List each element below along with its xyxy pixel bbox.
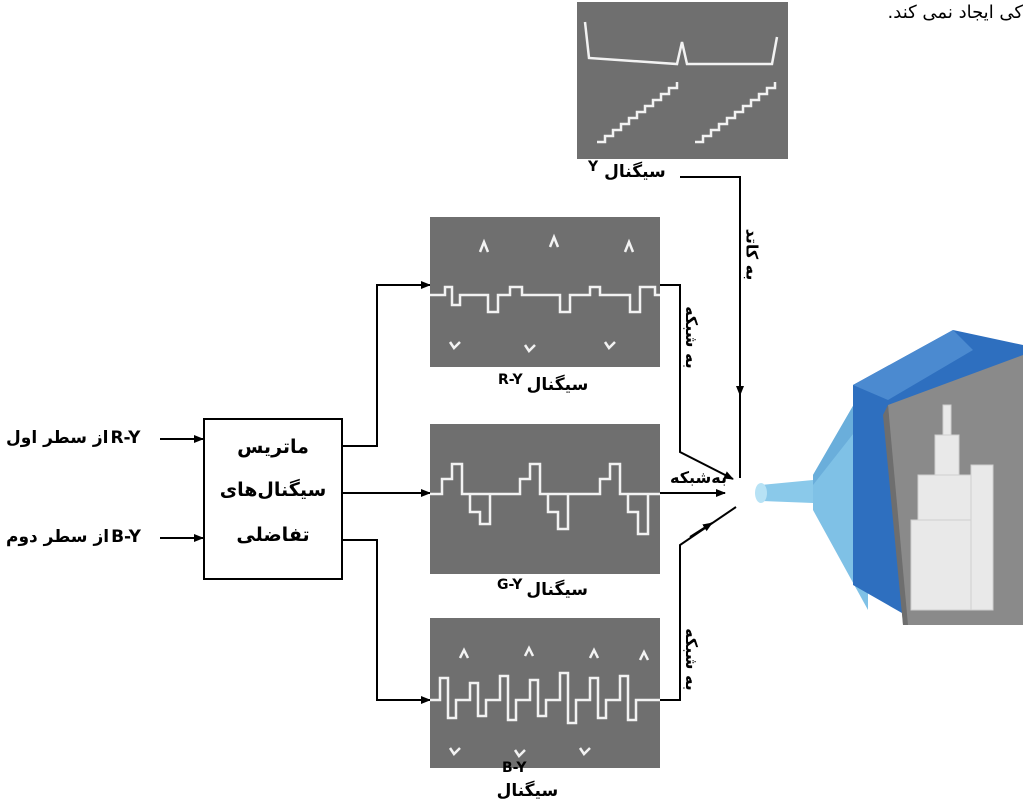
label-signal-y: Y سیگنال	[588, 159, 666, 182]
crt-building-image	[910, 404, 994, 611]
crt-neck	[761, 480, 813, 503]
label-to-grid-top: به شبکه	[681, 306, 701, 369]
matrix-to-ry	[341, 281, 431, 447]
crt-neck-tip	[755, 483, 767, 503]
label-signal-by: B-Yسیگنال	[496, 760, 559, 801]
matrix-box: ماتریس سیگنال‌های تفاضلی	[203, 418, 343, 580]
matrix-line-3: تفاضلی	[236, 524, 310, 546]
by-arrow	[689, 522, 713, 538]
scope-by	[430, 618, 660, 768]
input-label-by: از سطر دوم B-Y	[6, 527, 141, 547]
label-signal-ry: R-Y سیگنال	[498, 372, 589, 395]
label-to-grid-bottom: به شبکه	[681, 628, 701, 691]
label-to-grid-middle: به‌شبکه	[670, 468, 727, 487]
scope-gy-trace	[430, 462, 660, 536]
crt-tube-illustration	[755, 330, 1023, 625]
scope-y-trace	[583, 21, 779, 144]
matrix-line-2: سیگنال‌های	[219, 479, 327, 501]
scope-gy	[430, 424, 660, 574]
top-caption: کی ایجاد نمی کند.	[887, 2, 1023, 23]
scope-ry-trace	[430, 233, 660, 353]
scope-by-trace	[430, 645, 660, 758]
label-to-cathode: به کاتد	[742, 228, 762, 281]
scope-ry	[430, 217, 660, 367]
matrix-line-1: ماتریس	[237, 436, 309, 458]
input-label-ry: از سطر اول R-Y	[6, 428, 141, 448]
scope-y	[577, 2, 788, 159]
y-to-cathode	[680, 176, 744, 396]
label-signal-gy: G-Y سیگنال	[497, 577, 589, 600]
ry-out	[660, 284, 734, 480]
matrix-to-by	[341, 539, 431, 704]
